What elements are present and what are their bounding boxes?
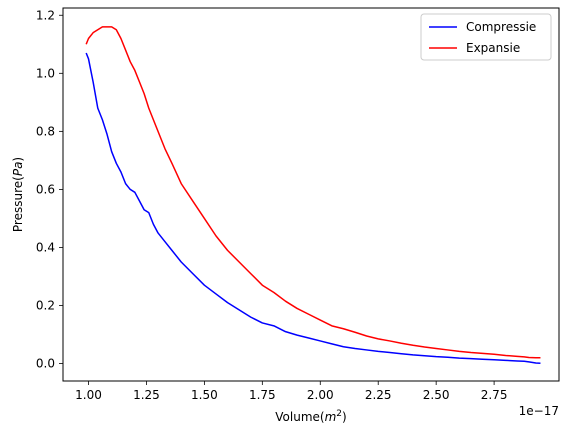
series-line-compressie [85, 52, 541, 365]
x-tick-label: 2.75 [481, 388, 508, 402]
legend: Compressie Expansie [420, 13, 552, 61]
x-tick-label: 1.50 [191, 388, 218, 402]
x-axis-offset-text: 1e−17 [519, 404, 559, 418]
plot-area-frame [62, 7, 560, 382]
legend-label-expansie: Expansie [466, 41, 520, 55]
x-axis-label: Volume(m2) [275, 409, 346, 424]
y-tick-label: 0.8 [36, 124, 55, 138]
series-line-expansie [85, 26, 541, 359]
x-tick-label: 1.00 [75, 388, 102, 402]
y-tick-label: 1.2 [36, 8, 55, 22]
y-tick-label: 1.0 [36, 66, 55, 80]
y-tick-label: 0.6 [36, 182, 55, 196]
y-tick-label: 0.2 [36, 299, 55, 313]
y-tick-label: 0.4 [36, 240, 55, 254]
x-tick-label: 2.00 [307, 388, 334, 402]
series-lines [85, 26, 541, 365]
y-tick-label: 0.0 [36, 357, 55, 371]
x-tick-label: 2.25 [365, 388, 392, 402]
x-axis-ticks: 1.00 1.25 1.50 1.75 2.00 2.25 2.50 2.75 [75, 381, 507, 402]
y-axis-ticks: 0.0 0.2 0.4 0.6 0.8 1.0 1.2 [36, 8, 63, 371]
x-tick-label: 1.75 [249, 388, 276, 402]
x-tick-label: 1.25 [133, 388, 160, 402]
x-tick-label: 2.50 [423, 388, 450, 402]
legend-label-compressie: Compressie [466, 20, 536, 34]
y-axis-label: Pressure(Pa) [11, 157, 25, 232]
